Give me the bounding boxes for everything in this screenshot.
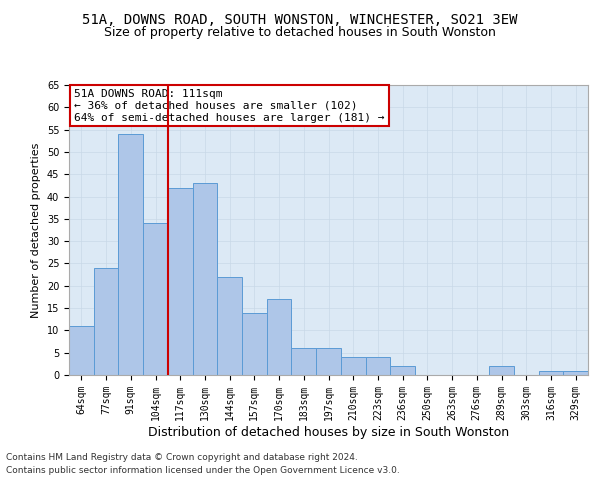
Bar [242, 312, 267, 375]
Bar [168, 188, 193, 375]
Text: Size of property relative to detached houses in South Wonston: Size of property relative to detached ho… [104, 26, 496, 39]
Bar [390, 366, 415, 375]
Bar [316, 348, 341, 375]
Text: Contains HM Land Registry data © Crown copyright and database right 2024.: Contains HM Land Registry data © Crown c… [6, 452, 358, 462]
Bar [489, 366, 514, 375]
Bar [193, 183, 217, 375]
X-axis label: Distribution of detached houses by size in South Wonston: Distribution of detached houses by size … [148, 426, 509, 438]
Bar [563, 370, 588, 375]
Text: 51A DOWNS ROAD: 111sqm
← 36% of detached houses are smaller (102)
64% of semi-de: 51A DOWNS ROAD: 111sqm ← 36% of detached… [74, 90, 385, 122]
Bar [69, 326, 94, 375]
Bar [94, 268, 118, 375]
Bar [341, 357, 365, 375]
Bar [217, 277, 242, 375]
Bar [365, 357, 390, 375]
Text: Contains public sector information licensed under the Open Government Licence v3: Contains public sector information licen… [6, 466, 400, 475]
Bar [292, 348, 316, 375]
Bar [267, 299, 292, 375]
Bar [539, 370, 563, 375]
Y-axis label: Number of detached properties: Number of detached properties [31, 142, 41, 318]
Bar [118, 134, 143, 375]
Bar [143, 224, 168, 375]
Text: 51A, DOWNS ROAD, SOUTH WONSTON, WINCHESTER, SO21 3EW: 51A, DOWNS ROAD, SOUTH WONSTON, WINCHEST… [82, 12, 518, 26]
